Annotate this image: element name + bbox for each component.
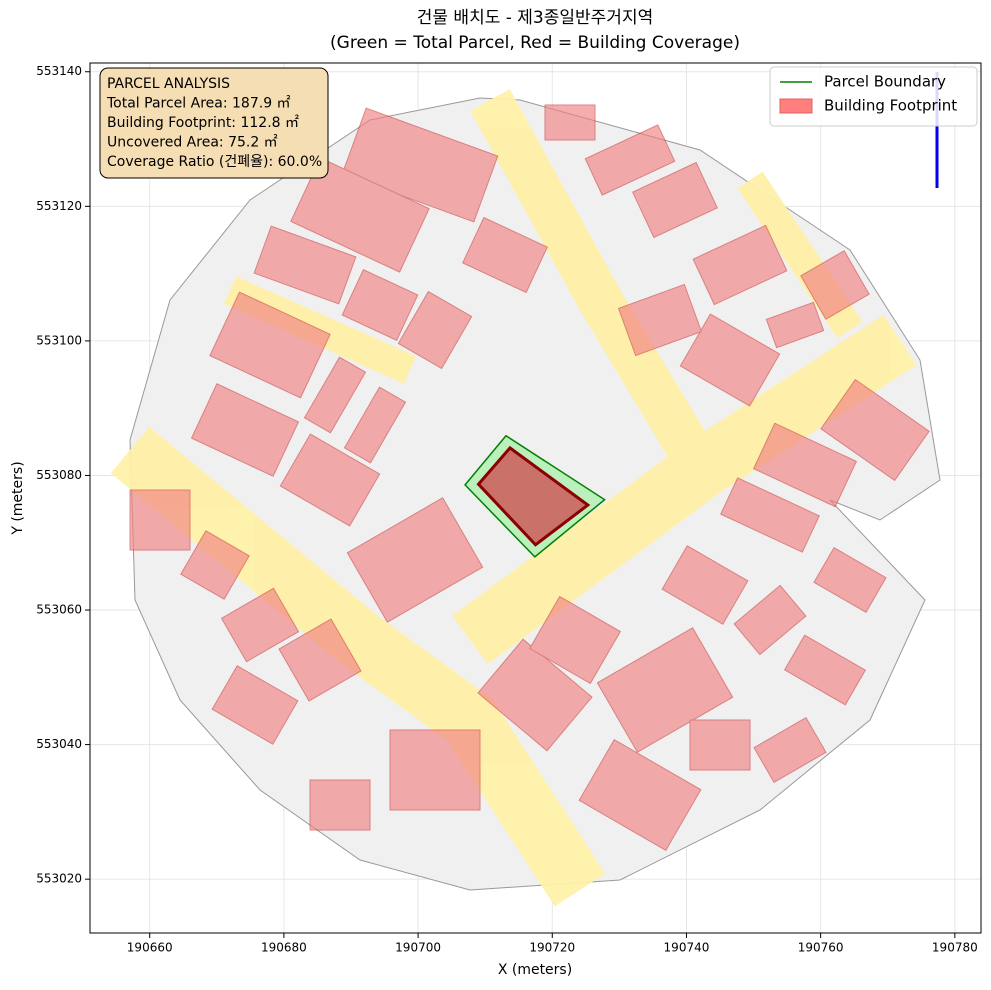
- building: [813, 546, 887, 614]
- x-tick-label: 190780: [932, 941, 978, 955]
- y-tick-label: 553100: [36, 333, 82, 347]
- building: [303, 356, 367, 434]
- building: [752, 422, 858, 508]
- building: [209, 291, 331, 399]
- background-map: [110, 72, 941, 907]
- building: [765, 301, 825, 349]
- y-tick-label: 553140: [36, 64, 82, 78]
- y-tick-label: 553080: [36, 468, 82, 482]
- legend-label: Building Footprint: [824, 97, 957, 115]
- building: [689, 719, 751, 771]
- y-tick-label: 553040: [36, 737, 82, 751]
- building: [462, 216, 548, 294]
- y-tick-label: 553120: [36, 199, 82, 213]
- building: [544, 104, 596, 141]
- building: [692, 224, 788, 306]
- x-tick-label: 190680: [261, 941, 307, 955]
- building: [733, 584, 807, 656]
- building: [190, 383, 300, 477]
- annotation-line: Total Parcel Area: 187.9 ㎡: [106, 96, 291, 112]
- building: [596, 627, 734, 753]
- building: [211, 665, 299, 745]
- road: [110, 426, 606, 907]
- y-axis-label: Y (meters): [10, 461, 26, 535]
- building: [578, 739, 702, 851]
- building: [477, 638, 593, 752]
- annotation-line: PARCEL ANALYSIS: [107, 76, 230, 92]
- building: [679, 313, 781, 407]
- road: [470, 89, 710, 462]
- building: [290, 157, 430, 273]
- building: [584, 124, 676, 196]
- legend-swatch: [779, 98, 813, 114]
- x-tick-label: 190720: [529, 941, 575, 955]
- annotation-line: Coverage Ratio (건폐율): 60.0%: [107, 154, 322, 170]
- building: [661, 545, 749, 625]
- legend-frame: [769, 66, 978, 127]
- building: [253, 225, 357, 305]
- building: [220, 587, 300, 663]
- building: [279, 433, 381, 527]
- building: [343, 386, 407, 464]
- x-tick-label: 190700: [395, 941, 441, 955]
- annotation-box: PARCEL ANALYSIS Total Parcel Area: 187.9 …: [99, 67, 329, 179]
- x-axis-label: X (meters): [498, 962, 572, 978]
- building: [346, 497, 484, 623]
- series-polygon: [476, 445, 591, 547]
- x-tick-label: 190660: [127, 941, 173, 955]
- annotation-line: Uncovered Area: 75.2 ㎡: [107, 135, 278, 151]
- road: [452, 314, 917, 665]
- building: [397, 290, 473, 370]
- legend: Parcel Boundary Building Footprint: [769, 66, 978, 127]
- building: [632, 161, 718, 239]
- building: [180, 530, 250, 600]
- building: [753, 716, 827, 784]
- plot-frame: [89, 62, 982, 934]
- x-tick-label: 190760: [798, 941, 844, 955]
- building: [529, 595, 621, 685]
- x-tick-label: 190740: [664, 941, 710, 955]
- building: [341, 107, 499, 223]
- building: [389, 729, 481, 811]
- annotation-line: Building Footprint: 112.8 ㎡: [107, 115, 299, 131]
- chart-subtitle: (Green = Total Parcel, Red = Building Co…: [330, 33, 740, 53]
- building: [129, 489, 191, 551]
- y-tick-label: 553020: [36, 872, 82, 886]
- building: [820, 378, 930, 482]
- building: [341, 268, 419, 342]
- building: [784, 634, 866, 706]
- legend-label: Parcel Boundary: [824, 73, 946, 91]
- building: [720, 477, 820, 553]
- y-tick-label: 553060: [36, 603, 82, 617]
- annotation-frame: [99, 67, 329, 179]
- building: [800, 250, 870, 320]
- building: [309, 779, 371, 831]
- chart-title: 건물 배치도 - 제3종일반주거지역: [417, 8, 653, 28]
- building: [278, 618, 362, 702]
- building: [617, 283, 703, 357]
